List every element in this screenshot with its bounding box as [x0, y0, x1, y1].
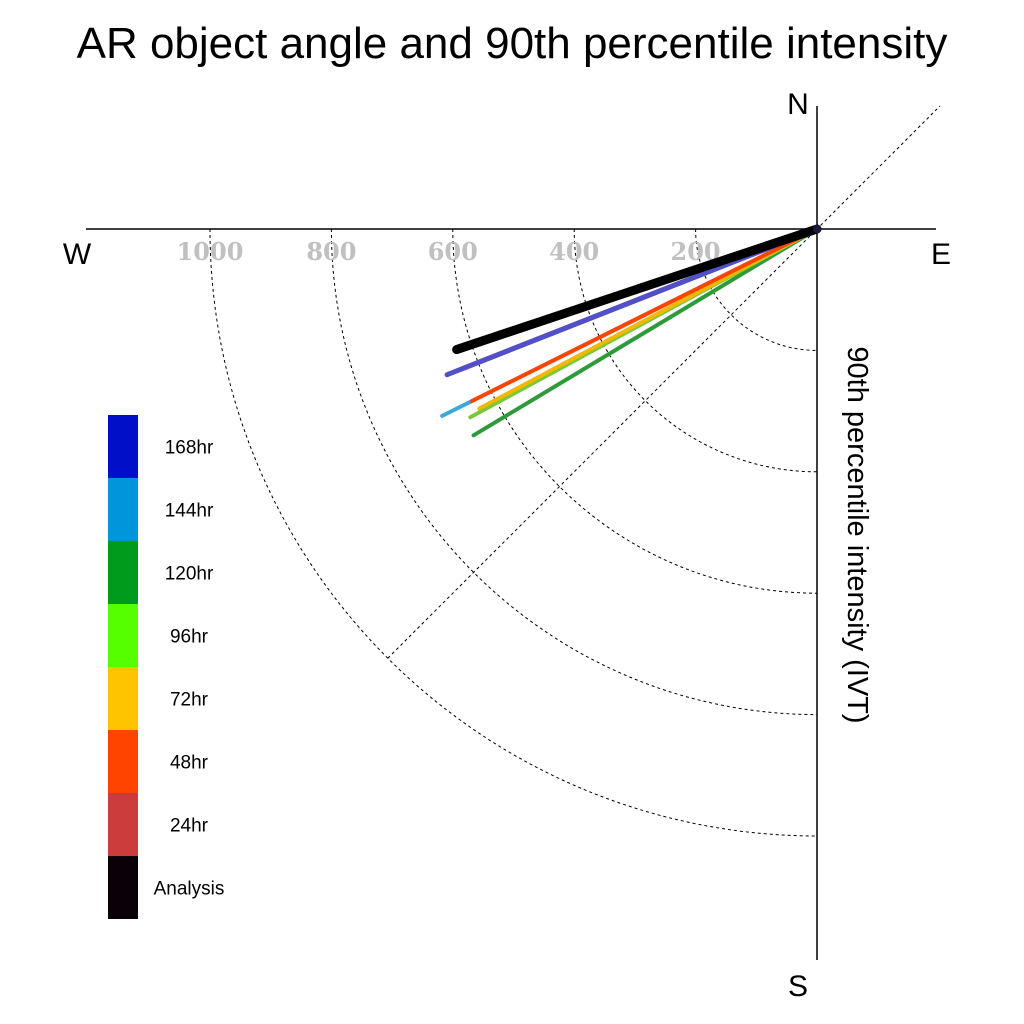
compass-west: W: [63, 238, 92, 271]
legend-swatch: [108, 856, 138, 919]
compass-south: S: [788, 970, 808, 1003]
grid-arc: [209, 228, 818, 837]
legend-swatch: [108, 478, 138, 541]
series-lines: [440, 224, 822, 438]
tick-label: 800: [306, 237, 356, 266]
legend-swatch: [108, 604, 138, 667]
compass-north: N: [787, 88, 809, 121]
legend-swatch: [108, 730, 138, 793]
legend-swatch: [108, 793, 138, 856]
tick-label: 1000: [177, 237, 244, 266]
legend-label: 48hr: [170, 753, 209, 774]
legend: 168hr 144hr 120hr 96hr 72hr 48hr 24hr Analysis: [108, 415, 224, 919]
series-line-120hr: [471, 227, 819, 438]
grid-arc: [330, 228, 818, 716]
grid: [209, 105, 941, 837]
legend-label: 120hr: [165, 564, 214, 585]
series-line-48hr: [470, 227, 819, 403]
legend-label: Analysis: [154, 879, 225, 900]
tick-label: 400: [549, 237, 599, 266]
series-line-analysis: [452, 224, 822, 355]
grid-arc: [573, 228, 818, 473]
legend-label: 24hr: [170, 816, 209, 837]
grid-diagonal: [387, 105, 941, 659]
legend-swatch: [108, 667, 138, 730]
tick-label: 600: [428, 237, 478, 266]
legend-label: 144hr: [165, 501, 214, 522]
legend-swatch: [108, 415, 138, 478]
origin-marker: [813, 225, 821, 233]
grid-arc: [452, 228, 818, 594]
legend-swatch: [108, 541, 138, 604]
y-axis-label: 90th percentile intensity (IVT): [841, 346, 873, 723]
compass-east: E: [931, 238, 951, 271]
legend-label: 168hr: [165, 438, 214, 459]
grid-arc: [695, 228, 818, 351]
legend-label: 72hr: [170, 690, 209, 711]
legend-label: 96hr: [170, 627, 209, 648]
chart-title: AR object angle and 90th percentile inte…: [77, 19, 948, 68]
